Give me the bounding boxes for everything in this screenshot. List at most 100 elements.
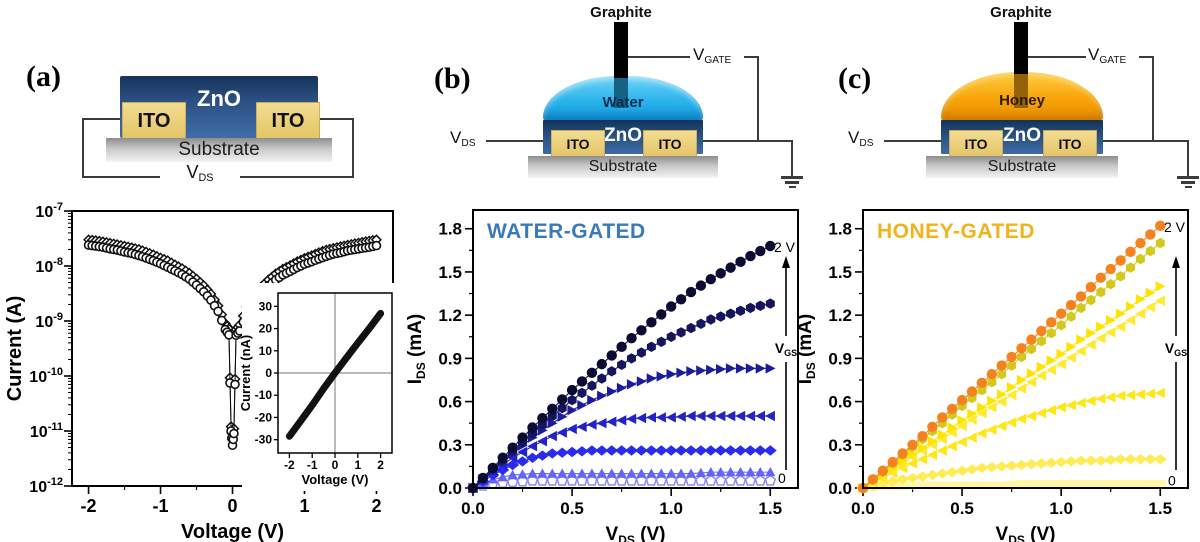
ground-icon	[1181, 181, 1195, 184]
vds-label-b: VDS	[450, 128, 476, 149]
substrate-c: Substrate	[926, 156, 1118, 178]
series-vgs-step-4	[858, 281, 1166, 494]
svg-text:VDS (V): VDS (V)	[996, 524, 1056, 542]
graphite-label-c: Graphite	[990, 4, 1052, 21]
series-vgs-step-2	[857, 387, 1165, 494]
y-axis: 0.0 0.3 0.6 0.9 1.2 1.5 1.8	[438, 220, 473, 498]
svg-text:1.8: 1.8	[438, 220, 462, 239]
y-axis-title: Current (A)	[5, 296, 26, 402]
y-axis: 0.0 0.3 0.6 0.9 1.2 1.5 1.8	[828, 220, 863, 498]
x-axis-title: VDS (V)	[606, 524, 666, 542]
svg-text:-2: -2	[81, 496, 97, 516]
svg-text:0.0: 0.0	[828, 479, 852, 498]
zno-label-a: ZnO	[197, 86, 241, 111]
ground-icon	[781, 176, 803, 179]
svg-text:1.5: 1.5	[438, 263, 462, 282]
substrate-a: Substrate	[106, 138, 332, 162]
series-vgs-max-2V	[857, 220, 1166, 494]
wire	[703, 140, 793, 142]
ito-contact-left-b: ITO	[551, 130, 605, 158]
vgate-label-b: VGATE	[693, 45, 732, 66]
svg-text:0.0: 0.0	[438, 479, 462, 498]
svg-text:Voltage (V): Voltage (V)	[302, 472, 369, 487]
svg-text:0.9: 0.9	[438, 349, 462, 368]
svg-text:10-7: 10-7	[35, 201, 63, 221]
svg-text:1: 1	[354, 458, 361, 472]
plot-frame	[862, 209, 1189, 489]
rod-submerged-tint-b	[614, 78, 628, 110]
svg-text:0: 0	[332, 458, 339, 472]
svg-text:1.0: 1.0	[659, 499, 683, 518]
svg-text:Voltage (V): Voltage (V)	[181, 521, 284, 542]
svg-text:2: 2	[371, 496, 381, 516]
substrate-b: Substrate	[528, 156, 718, 178]
svg-text:0: 0	[227, 496, 237, 516]
vgate-label-c: VGATE	[1088, 45, 1127, 66]
ground-icon	[789, 186, 796, 188]
x-axis: -2 -1 0 1 2	[81, 486, 381, 516]
gate-voltage-annotations: 2 V 0 VGS	[774, 239, 797, 486]
svg-text:0.6: 0.6	[828, 393, 852, 412]
vds-label-a: VDS	[186, 162, 214, 185]
wire	[1028, 56, 1086, 58]
y-axis-title: IDS (mA)	[405, 314, 428, 385]
svg-text:1.2: 1.2	[438, 306, 462, 325]
svg-text:0: 0	[778, 470, 786, 486]
svg-text:10-9: 10-9	[35, 311, 63, 331]
chart-iv-log: -2 -1 0 1 210-710-810-910-1010-1110-12Voltag…	[5, 201, 400, 542]
svg-text:WATER-GATED: WATER-GATED	[487, 220, 646, 243]
svg-text:-1: -1	[153, 496, 169, 516]
svg-text:2: 2	[377, 458, 384, 472]
svg-text:VGS: VGS	[1165, 340, 1187, 358]
svg-text:1.0: 1.0	[1049, 499, 1073, 518]
chart-honey-output: 0.0 0.5 1.0 1.5 0.0 0.3 0.6 0.9 1.2 1.5 1.8 VDS (V)…	[795, 209, 1189, 542]
zno-label-c: ZnO	[1003, 125, 1041, 146]
svg-text:0: 0	[1168, 473, 1176, 489]
svg-text:Current (nA): Current (nA)	[238, 335, 253, 412]
x-axis: 0.0 0.5 1.0 1.5	[851, 488, 1172, 518]
svg-text:-2: -2	[284, 458, 295, 472]
svg-text:1.5: 1.5	[1148, 499, 1172, 518]
svg-text:-10: -10	[255, 388, 273, 402]
wire	[486, 140, 543, 142]
svg-text:10-12: 10-12	[29, 476, 63, 496]
panel-c-label: (c)	[838, 62, 872, 95]
wire	[82, 176, 160, 178]
ito-contact-right-b: ITO	[643, 130, 697, 158]
svg-text:10: 10	[259, 344, 273, 358]
water-label: Water	[602, 94, 644, 111]
x-axis-title: VDS (V)	[996, 524, 1056, 542]
wire	[82, 118, 122, 120]
svg-text:IDS (mA): IDS (mA)	[795, 314, 818, 385]
zno-label-b: ZnO	[604, 125, 642, 146]
svg-text:HONEY-GATED: HONEY-GATED	[877, 220, 1035, 243]
panel-a-label: (a)	[26, 60, 61, 93]
ground-icon	[1185, 186, 1192, 188]
honey-label: Honey	[999, 92, 1045, 109]
x-axis: 0.0 0.5 1.0 1.5	[461, 488, 782, 518]
svg-text:0: 0	[265, 366, 272, 380]
panel-b-label: (b)	[434, 62, 471, 95]
svg-text:-30: -30	[255, 433, 273, 447]
svg-text:30: 30	[259, 299, 273, 313]
wire	[1103, 140, 1189, 142]
svg-text:IDS (mA): IDS (mA)	[405, 314, 428, 385]
svg-text:10-8: 10-8	[35, 256, 63, 276]
svg-text:0.9: 0.9	[828, 349, 852, 368]
ito-contact-right-c: ITO	[1043, 130, 1097, 158]
inset-series-linear-iv-band	[285, 309, 385, 440]
svg-text:VDS (V): VDS (V)	[606, 524, 666, 542]
wire	[1139, 56, 1154, 58]
rod-submerged-tint-c	[1014, 74, 1028, 110]
wire	[791, 140, 793, 176]
wire	[352, 118, 354, 178]
svg-text:0.5: 0.5	[560, 499, 584, 518]
svg-text:0.3: 0.3	[828, 436, 852, 455]
wire	[82, 118, 84, 178]
svg-text:-20: -20	[255, 410, 273, 424]
series-vgs-max-2V	[467, 240, 776, 494]
series-vgs-step-2	[466, 445, 777, 494]
svg-text:1: 1	[299, 496, 309, 516]
plot-frame	[472, 209, 799, 489]
